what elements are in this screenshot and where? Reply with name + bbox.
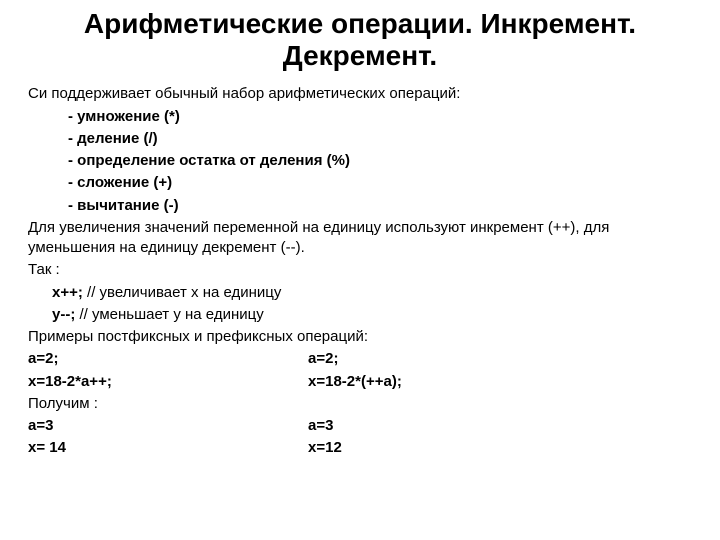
row-a2: a=2; a=2; [28,349,692,371]
slide-root: Арифметические операции. Инкремент. Декр… [0,0,720,461]
op-add: - сложение (+) [28,173,692,193]
left-a2: a=2; [28,349,308,369]
left-x14: x= 14 [28,438,308,458]
examples-title: Примеры постфиксных и префиксных операци… [28,327,692,347]
so-label: Так : [28,260,692,280]
op-sub: - вычитание (-) [28,196,692,216]
incdec-text: Для увеличения значений переменной на ед… [28,218,692,259]
slide-title: Арифметические операции. Инкремент. Декр… [28,8,692,72]
intro-text: Си поддерживает обычный набор арифметиче… [28,84,692,104]
right-a3: a=3 [308,416,692,436]
ymm-comment: // уменьшает y на единицу [75,306,263,323]
op-div: - деление (/) [28,129,692,149]
ymm-code: y--; [52,306,75,323]
left-a3: a=3 [28,416,308,436]
row-xresult: x= 14 x=12 [28,438,692,460]
row-x: x=18-2*a++; x=18-2*(++a); [28,372,692,394]
right-x12: x=12 [308,438,692,458]
right-a2: a=2; [308,349,692,369]
xpp-code: x++; [52,284,83,301]
op-mod: - определение остатка от деления (%) [28,151,692,171]
xpp-comment: // увеличивает x на единицу [83,284,282,301]
left-x: x=18-2*a++; [28,372,308,392]
row-a3: a=3 a=3 [28,416,692,438]
op-mul: - умножение (*) [28,107,692,127]
ymm-line: y--; // уменьшает y на единицу [28,305,692,325]
get-label: Получим : [28,394,692,414]
right-x: x=18-2*(++a); [308,372,692,392]
xpp-line: x++; // увеличивает x на единицу [28,283,692,303]
